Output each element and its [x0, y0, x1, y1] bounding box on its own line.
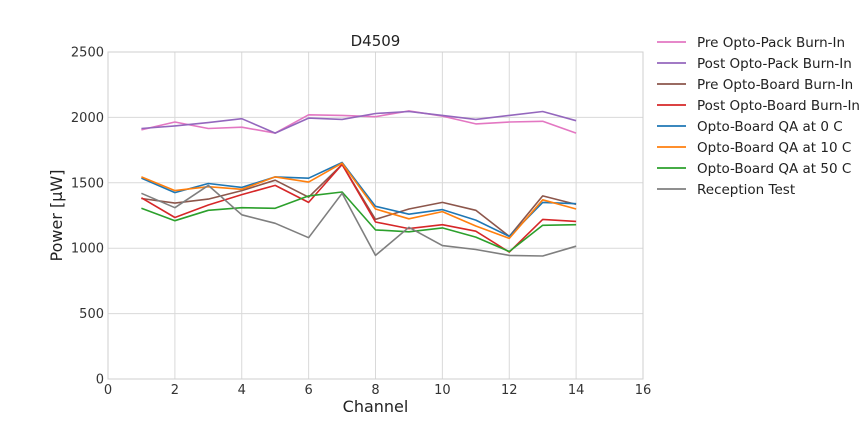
- series-line-5: [141, 161, 577, 238]
- series-line-2: [141, 110, 577, 134]
- x-tick-label: 6: [304, 383, 312, 398]
- x-axis-title: Channel: [343, 397, 409, 416]
- legend-label: Pre Opto-Board Burn-In: [697, 77, 853, 93]
- y-tick-label: 500: [79, 307, 104, 322]
- legend-label: Post Opto-Pack Burn-In: [697, 56, 852, 72]
- grid-lines: [107, 51, 644, 380]
- y-tick-label: 1500: [71, 176, 104, 191]
- series-line-8: [141, 184, 577, 257]
- legend-label: Pre Opto-Pack Burn-In: [697, 35, 845, 51]
- series-line-6: [141, 162, 577, 240]
- x-tick-label: 8: [371, 383, 379, 398]
- legend-label: Reception Test: [697, 182, 795, 198]
- series-lines: [140, 110, 577, 257]
- legend: Pre Opto-Pack Burn-In Post Opto-Pack Burn…: [657, 35, 860, 198]
- x-tick-label: 2: [171, 383, 179, 398]
- x-tick-label: 16: [635, 383, 652, 398]
- legend-label: Post Opto-Board Burn-In: [697, 98, 860, 114]
- plot-frame: [107, 51, 644, 380]
- x-tick-label: 14: [568, 383, 585, 398]
- legend-label: Opto-Board QA at 0 C: [697, 119, 843, 135]
- y-axis-title: Power [μW]: [47, 170, 66, 262]
- legend-label: Opto-Board QA at 50 C: [697, 161, 851, 177]
- x-tick-label: 4: [238, 383, 246, 398]
- x-tick-label: 12: [501, 383, 518, 398]
- y-tick-label: 2500: [71, 46, 104, 61]
- y-tick-label: 1000: [71, 242, 104, 257]
- series-line-4: [140, 163, 577, 253]
- legend-label: Opto-Board QA at 10 C: [697, 140, 851, 156]
- tick-labels: 0 2 4 6 8 10 12 14 16 0 500 1000 1500 2000 2500: [71, 46, 651, 399]
- chart-title: D4509: [351, 32, 401, 50]
- y-tick-label: 0: [96, 373, 104, 388]
- series-line-7: [141, 191, 577, 253]
- x-tick-label: 0: [104, 383, 112, 398]
- y-tick-label: 2000: [71, 111, 104, 126]
- x-tick-label: 10: [434, 383, 451, 398]
